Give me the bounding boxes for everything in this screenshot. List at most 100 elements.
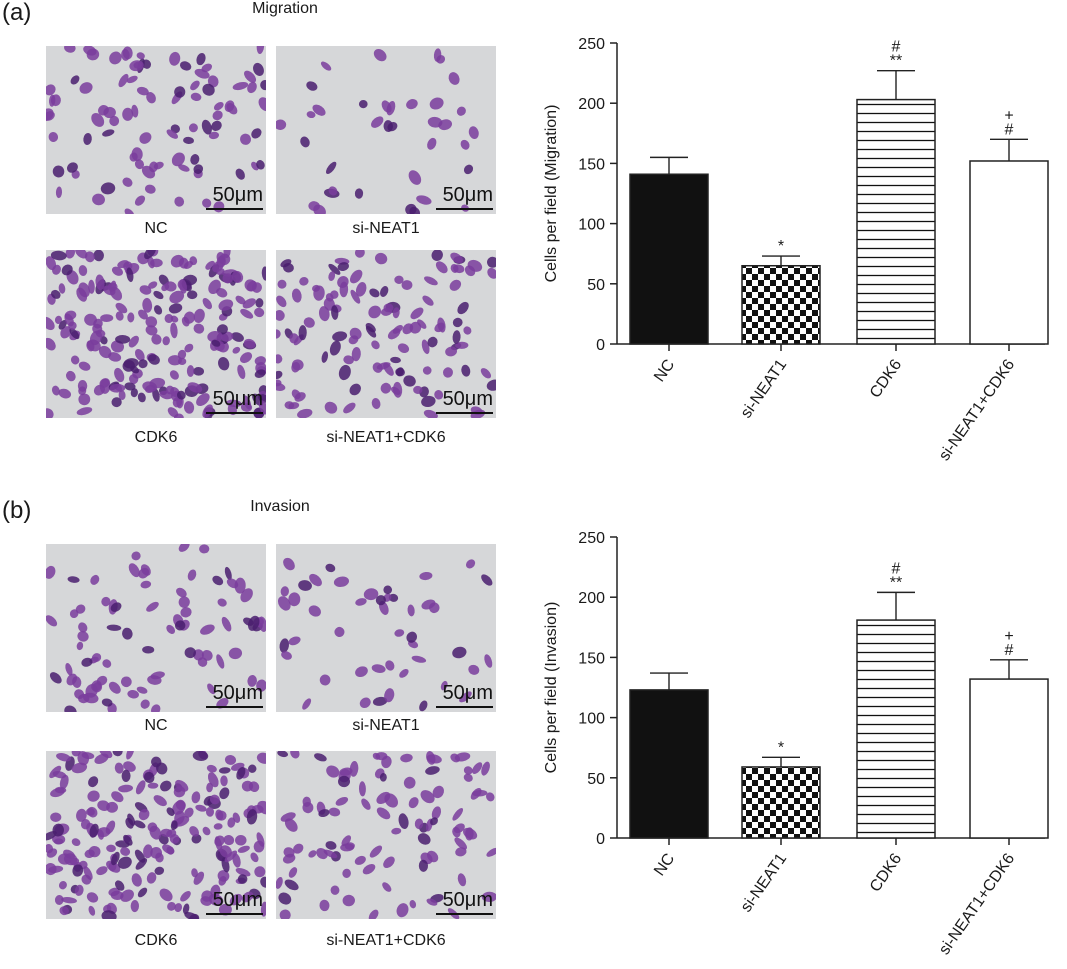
cell-blob [91,112,105,127]
scale-bar [436,412,493,414]
cell-blob [411,655,427,663]
cell-blob [170,254,185,268]
cell-blob [191,791,201,804]
cell-blob [297,408,313,418]
cell-blob [150,671,165,680]
cell-blob [374,252,388,265]
cell-blob [206,764,217,773]
cell-blob [174,620,186,631]
scale-bar [206,913,263,915]
significance-mark: # [1005,642,1014,659]
cell-blob [114,762,124,774]
cell-blob [51,385,60,396]
cell-blob [118,784,134,793]
cell-blob [487,267,496,279]
significance-mark: # [892,560,901,577]
cell-blob [422,295,434,306]
cell-blob [140,580,152,589]
cell-blob [100,314,114,322]
cell-blob [337,262,350,271]
cell-blob [250,852,259,863]
cell-blob [78,393,91,406]
cell-blob [457,301,469,315]
cell-blob [126,751,135,760]
cell-blob [417,319,427,329]
cell-blob [95,274,105,291]
cell-blob [50,812,62,822]
cell-blob [110,890,124,900]
cell-blob [416,195,432,205]
cell-blob [293,843,304,854]
cell-blob [108,352,122,362]
cell-blob [102,659,112,668]
cell-layer [46,544,266,712]
cell-blob [401,280,413,290]
cell-blob [276,329,281,339]
cell-blob [342,868,351,878]
cell-blob [288,867,298,878]
scale-bar-label: 50μm [442,184,493,206]
cell-blob [375,595,386,606]
cell-blob [97,829,105,840]
cell-blob [200,624,215,635]
cell-blob [120,889,134,902]
cell-blob [194,68,210,79]
cell-blob [240,352,253,364]
cell-blob [76,407,93,416]
cell-blob [196,52,206,66]
cell-blob [276,876,283,889]
cell-blob [58,283,66,294]
scale-bar-label: 50μm [442,388,493,410]
y-axis-label: Cells per field (Invasion) [543,602,560,774]
cell-blob [383,856,395,869]
cell-blob [136,52,145,60]
cell-blob [403,776,416,789]
cell-blob [209,794,220,805]
cell-blob [276,370,283,380]
cell-blob [369,845,383,858]
cell-blob [100,182,116,195]
cell-blob [224,754,237,765]
cell-blob [440,680,448,691]
cell-blob [100,336,108,345]
cell-blob [89,823,99,838]
cell-blob [122,360,135,372]
cell-blob [406,99,418,110]
significance-mark: + [1004,628,1013,645]
cell-blob [410,307,424,320]
cell-blob [463,766,473,775]
cell-blob [229,893,243,906]
cell-blob [223,834,235,846]
cell-blob [221,616,232,632]
bar [629,173,709,345]
cell-blob [373,49,387,62]
cell-blob [145,325,158,336]
cell-blob [442,367,454,378]
cell-blob [142,297,153,313]
bar [629,689,709,839]
cell-blob [138,309,148,320]
cell-blob [155,852,164,863]
cell-blob [202,83,215,96]
cell-blob [123,834,133,846]
cell-blob [486,379,496,391]
micrograph-cdk6-invasion: 50μm [46,751,266,919]
cell-blob [134,849,146,863]
cell-blob [355,598,367,606]
cell-blob [236,766,246,780]
cell-blob [431,250,443,261]
cell-blob [365,326,377,338]
cell-blob [414,818,424,830]
cell-blob [109,51,122,65]
cell-blob [371,116,384,128]
cell-blob [169,834,180,844]
cell-blob [149,825,162,840]
cell-blob [309,573,322,587]
cell-blob [149,161,159,173]
cell-blob [231,270,244,283]
cell-blob [88,776,99,788]
cell-blob [199,544,210,554]
x-tick-label: si-NEAT1 [738,850,791,915]
cell-blob [379,773,387,782]
cell-blob [70,75,80,85]
